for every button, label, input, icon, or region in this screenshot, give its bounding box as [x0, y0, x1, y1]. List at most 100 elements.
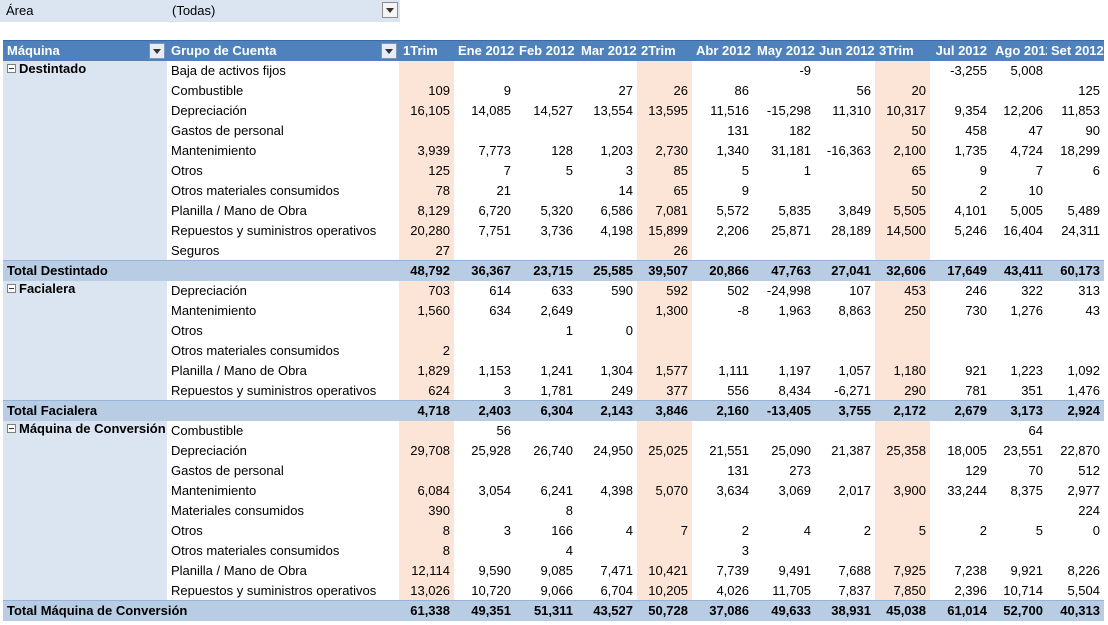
- table-row: Gastos de personal 131 273 129 70 512: [3, 460, 1104, 481]
- total-value-cell: 32,606: [875, 260, 930, 281]
- value-cell: 56: [856, 83, 871, 98]
- value-cell: [577, 61, 637, 81]
- value-cell: 50: [875, 120, 930, 141]
- value-cell: 9: [503, 83, 511, 98]
- value-cell: 5: [875, 520, 930, 541]
- value-cell: 27: [399, 240, 454, 261]
- value-cell: 26: [637, 80, 692, 101]
- value-cell: 4,198: [600, 223, 633, 238]
- value-cell: 7: [637, 520, 692, 541]
- value-cell: -3,255: [950, 63, 987, 78]
- value-cell: 25,090: [771, 443, 811, 458]
- filter-value-text: (Todas): [172, 3, 216, 18]
- value-cell: 1,111: [718, 363, 749, 378]
- value-cell: 7: [503, 163, 511, 178]
- value-cell: 1,203: [600, 143, 633, 158]
- column-header: 1Trim: [399, 40, 454, 61]
- maquina-name: Destintado: [19, 60, 87, 76]
- value-cell: 5,320: [540, 203, 573, 218]
- total-value-cell: 23,715: [515, 260, 577, 281]
- value-cell: 5,489: [1067, 203, 1100, 218]
- column-header[interactable]: Grupo de Cuenta: [167, 40, 399, 61]
- filter-dropdown-button[interactable]: [382, 2, 398, 18]
- value-cell: 5,246: [954, 223, 987, 238]
- total-value-cell: 37,086: [692, 600, 753, 621]
- grupo-cuenta-cell: Otros materiales consumidos: [171, 543, 340, 558]
- column-header[interactable]: Máquina: [3, 40, 167, 61]
- table-row: Repuestos y suministros operativos 20,280…: [3, 220, 1104, 241]
- grupo-filter-dropdown[interactable]: [381, 43, 397, 59]
- value-cell: 14,500: [875, 220, 930, 241]
- value-cell: 7,238: [954, 563, 987, 578]
- value-cell: 1: [565, 323, 573, 338]
- grupo-cuenta-cell: Combustible: [171, 83, 244, 98]
- grupo-cuenta-cell: Mantenimiento: [171, 483, 257, 498]
- collapse-group-icon[interactable]: [7, 423, 16, 433]
- collapse-group-icon[interactable]: [7, 63, 16, 73]
- table-row: Máquina de Conversión Combustible 56 64: [3, 420, 1104, 441]
- value-cell: [753, 81, 815, 101]
- value-cell: [1047, 241, 1104, 261]
- value-cell: 65: [875, 160, 930, 181]
- total-value-cell: 20,866: [692, 260, 753, 281]
- column-header: Feb 2012: [515, 40, 577, 61]
- value-cell: [875, 500, 930, 521]
- table-row: Otros 8 3 166 4 7 2 4 2 5 2 5 0: [3, 520, 1104, 541]
- value-cell: [399, 420, 454, 441]
- value-cell: 43: [1085, 303, 1100, 318]
- value-cell: 11,516: [710, 103, 749, 118]
- value-cell: [815, 341, 875, 361]
- total-value-cell: 43,527: [577, 600, 637, 621]
- total-label: Total Destintado: [3, 260, 399, 281]
- value-cell: 21,551: [709, 443, 749, 458]
- value-cell: 25,928: [471, 443, 511, 458]
- maquina-filter-dropdown[interactable]: [149, 43, 165, 59]
- grupo-cuenta-cell: Gastos de personal: [171, 123, 284, 138]
- table-row: Otros materiales consumidos 78 21 14 65 9 50 2 1…: [3, 180, 1104, 201]
- value-cell: [930, 341, 991, 361]
- value-cell: 65: [637, 180, 692, 201]
- value-cell: 5,835: [778, 203, 811, 218]
- value-cell: 1,241: [540, 363, 573, 378]
- maquina-cell: [3, 560, 167, 581]
- total-value-cell: 49,633: [753, 600, 815, 621]
- value-cell: 4,026: [716, 582, 749, 598]
- value-cell: 107: [849, 283, 871, 298]
- value-cell: 3,634: [716, 483, 749, 498]
- column-header: Mar 2012: [577, 40, 637, 61]
- grupo-cuenta-cell: Planilla / Mano de Obra: [171, 203, 307, 218]
- value-cell: [930, 421, 991, 441]
- table-row: Destintado Baja de activos fijos -9 -3,255 5…: [3, 60, 1104, 81]
- grupo-cuenta-cell: Repuestos y suministros operativos: [171, 582, 377, 598]
- total-row: Total Máquina de Conversión 61,338 49,351 5…: [3, 600, 1104, 621]
- grupo-cuenta-cell: Gastos de personal: [171, 463, 284, 478]
- value-cell: [875, 540, 930, 561]
- table-row: Otros 1 0: [3, 320, 1104, 341]
- value-cell: 7,739: [716, 563, 749, 578]
- table-row: Seguros 27 26: [3, 240, 1104, 261]
- value-cell: 8,434: [778, 382, 811, 398]
- value-cell: [753, 241, 815, 261]
- filter-value[interactable]: (Todas): [166, 0, 400, 22]
- value-cell: [692, 241, 753, 261]
- value-cell: [930, 321, 991, 341]
- collapse-group-icon[interactable]: [7, 283, 16, 293]
- total-value-cell: 36,367: [454, 260, 515, 281]
- maquina-cell: [3, 200, 167, 221]
- value-cell: 1,304: [600, 363, 633, 378]
- total-value-cell: 27,041: [815, 260, 875, 281]
- value-cell: 50: [875, 180, 930, 201]
- total-value-cell: 61,014: [930, 600, 991, 621]
- value-cell: 781: [965, 382, 987, 398]
- value-cell: [991, 501, 1047, 521]
- value-cell: 1,476: [1067, 382, 1100, 398]
- value-cell: 634: [489, 303, 511, 318]
- column-header-label: May 2012: [757, 43, 815, 59]
- value-cell: 8,375: [1010, 483, 1043, 498]
- value-cell: 2: [979, 183, 987, 198]
- value-cell: 10,421: [637, 560, 692, 581]
- value-cell: 3: [625, 163, 633, 178]
- value-cell: [637, 120, 692, 141]
- value-cell: 33,244: [947, 483, 987, 498]
- value-cell: 390: [399, 500, 454, 521]
